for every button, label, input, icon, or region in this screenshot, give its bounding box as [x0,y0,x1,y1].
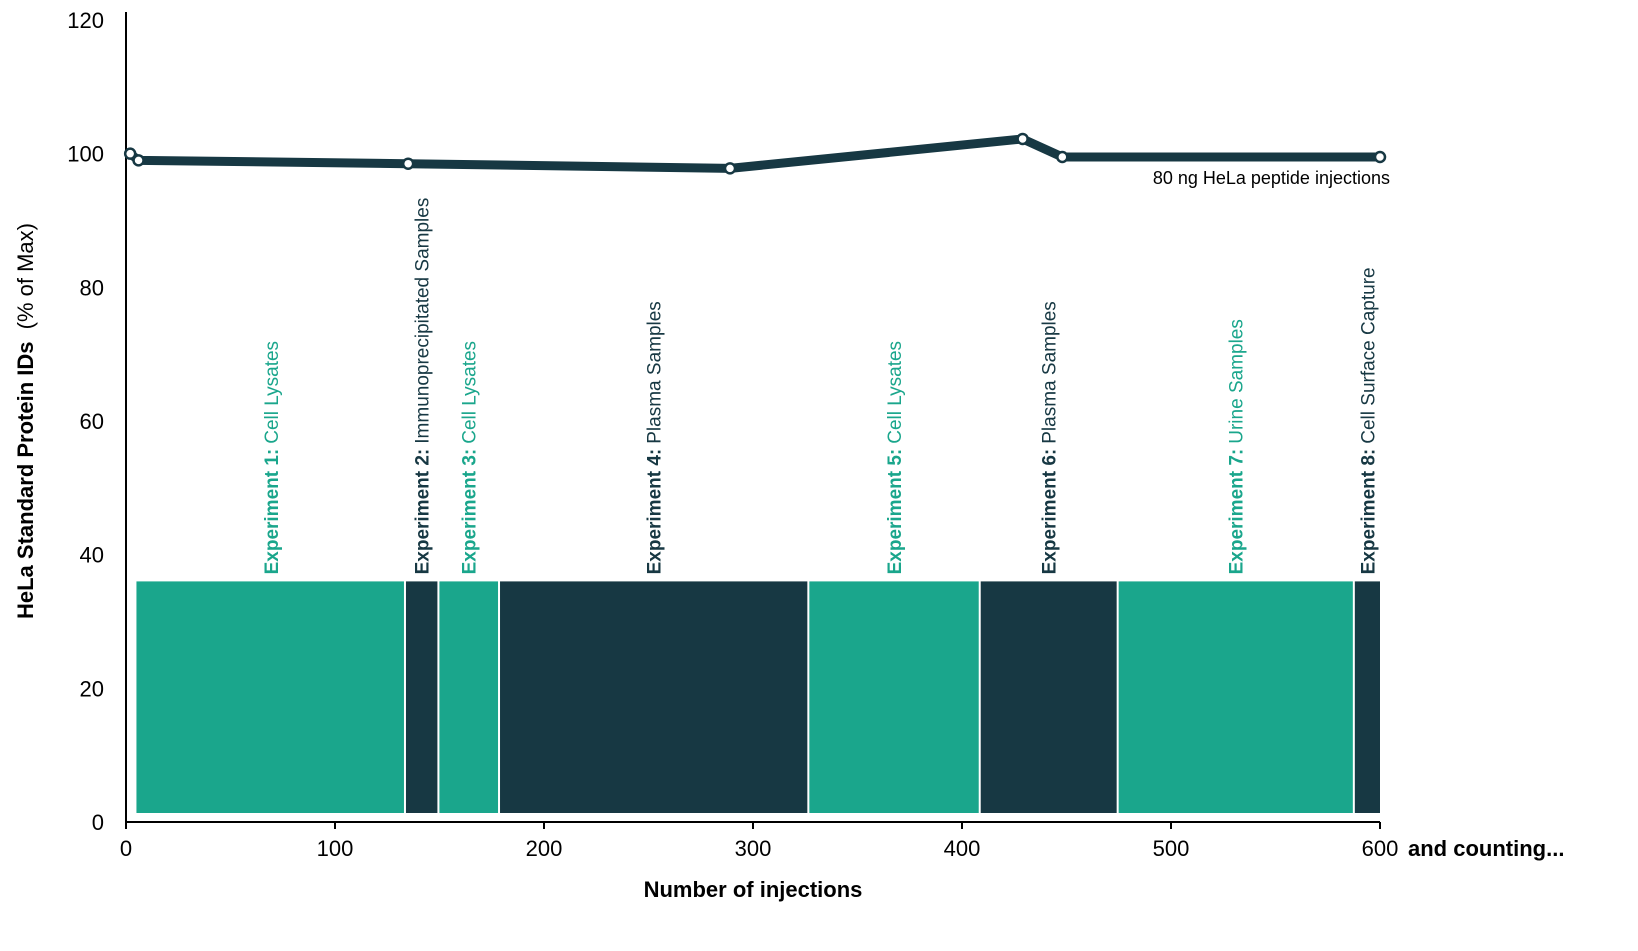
x-tick-label: 600 [1362,836,1399,861]
y-axis-title-suffix: (% of Max) [13,223,38,329]
y-tick-label: 20 [80,676,104,701]
experiment-label: Experiment 8: Cell Surface Capture [1358,267,1379,574]
experiment-bar [1118,581,1353,813]
series-point [1373,150,1387,164]
y-tick-labels: 0 20 40 60 80 100 120 [67,8,104,835]
y-tick-label: 80 [80,275,104,300]
y-tick-label: 100 [67,142,104,167]
experiment-label: Experiment 3: Cell Lysates [460,341,481,574]
series-point [132,154,145,167]
experiment-bar [809,581,979,813]
y-tick-label: 120 [67,8,104,33]
experiment-label-sample: Cell Lysates [885,341,906,444]
experiment-label-sample: Urine Samples [1227,319,1248,444]
experiment-bars [136,581,1380,813]
y-tick-label: 0 [92,810,104,835]
x-tick-label: 100 [317,836,354,861]
experiment-labels: Experiment 1: Cell Lysates Experiment 2: Im… [262,198,1379,575]
experiment-label-number: Experiment 4: [645,449,666,575]
y-tick-label: 60 [80,409,104,434]
x-tick-labels: 0 100 200 300 400 500 600 [120,822,1398,861]
experiment-label: Experiment 2: Immunoprecipitated Samples [413,198,434,575]
x-tick-label: 500 [1153,836,1190,861]
experiment-label-sample: Cell Lysates [262,341,283,444]
series-group [123,132,1387,175]
experiment-bar [1354,581,1380,813]
experiment-bar [405,581,438,813]
experiment-label: Experiment 4: Plasma Samples [645,301,666,574]
x-tick-label: 0 [120,836,132,861]
experiment-label-number: Experiment 3: [460,449,481,575]
y-axis-title: HeLa Standard Protein IDs (% of Max) [13,223,38,619]
experiment-label-number: Experiment 1: [262,449,283,575]
experiment-label: Experiment 6: Plasma Samples [1040,301,1061,574]
experiment-label-sample: Cell Lysates [460,341,481,444]
series-line [127,134,1380,173]
x-axis-title: Number of injections [644,877,863,902]
x-tick-label: 400 [944,836,981,861]
experiment-label-number: Experiment 6: [1040,449,1061,575]
y-axis-title-main: HeLa Standard Protein IDs [13,341,38,619]
experiment-label-number: Experiment 2: [413,449,434,575]
experiment-bar [980,581,1117,813]
experiment-label-sample: Plasma Samples [1040,301,1061,444]
experiment-label: Experiment 1: Cell Lysates [262,341,283,574]
experiment-label-sample: Immunoprecipitated Samples [413,198,434,444]
series-point [1016,132,1029,146]
series-label: 80 ng HeLa peptide injections [1153,168,1390,188]
series-point [723,162,737,175]
experiment-label-number: Experiment 5: [885,449,906,575]
series-point [123,147,137,160]
experiment-label-number: Experiment 7: [1227,449,1248,575]
experiment-label-sample: Plasma Samples [645,301,666,444]
experiment-label-sample: Cell Surface Capture [1358,267,1379,443]
x-tick-label: 300 [735,836,772,861]
experiment-label: Experiment 7: Urine Samples [1227,319,1248,574]
experiment-label-number: Experiment 8: [1358,449,1379,575]
x-axis-suffix: and counting... [1408,836,1564,861]
x-tick-label: 200 [526,836,563,861]
series-point [1056,150,1069,164]
series-point [401,157,415,170]
experiment-label: Experiment 5: Cell Lysates [885,341,906,574]
experiment-bar [136,581,404,813]
y-tick-label: 40 [80,543,104,568]
experiment-bar [500,581,808,813]
experiment-bar [439,581,499,813]
